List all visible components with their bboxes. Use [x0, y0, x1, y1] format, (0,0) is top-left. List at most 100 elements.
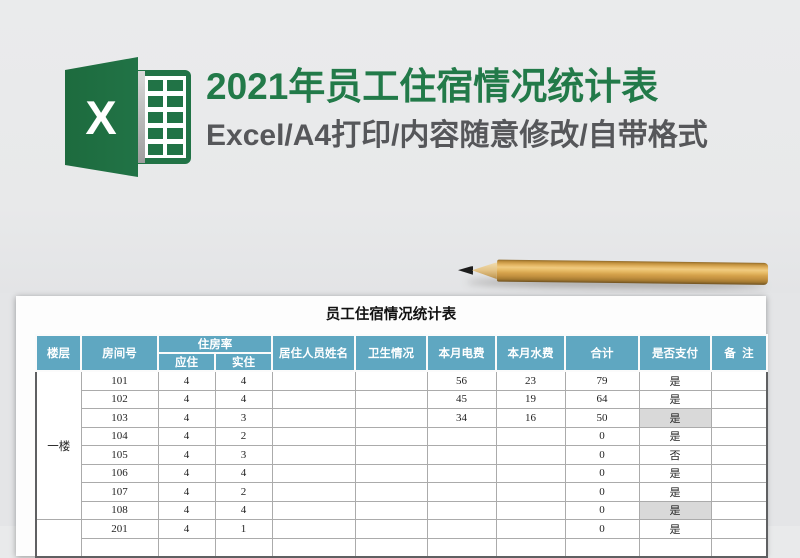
expected-cell: 4	[157, 445, 216, 465]
sanitation-cell	[354, 426, 428, 446]
water-cell	[495, 426, 566, 446]
paid-cell: 否	[638, 445, 712, 465]
actual-cell: 2	[214, 426, 273, 446]
sanitation-cell	[354, 482, 428, 502]
logo-letter: X	[85, 91, 116, 144]
names-cell	[271, 463, 356, 483]
expected-cell: 4	[157, 426, 216, 446]
electricity-cell	[426, 500, 497, 520]
electricity-cell: 34	[426, 408, 497, 428]
sanitation-cell	[354, 445, 428, 465]
remark-cell	[710, 426, 768, 446]
remark-cell	[710, 370, 768, 391]
names-cell	[271, 408, 356, 428]
room-cell: 105	[80, 445, 159, 465]
table-row: 108 4 4 0 是	[36, 500, 768, 520]
sanitation-cell	[354, 519, 428, 539]
col-header-sanitation: 卫生情况	[354, 334, 428, 372]
col-header-floor: 楼层	[35, 334, 82, 372]
water-cell	[495, 445, 566, 465]
col-header-paid: 是否支付	[638, 334, 712, 372]
table-body: 一楼 101 4 4 56 23 79 是 102 4 4 45 19 64 是 103 4 3 34 16 50 是 10…	[35, 370, 768, 558]
water-cell: 23	[495, 370, 566, 391]
names-cell	[271, 389, 356, 409]
sanitation-cell	[354, 500, 428, 520]
table-row: 201 4 1 0 是	[35, 519, 768, 558]
sanitation-cell	[354, 537, 428, 558]
remark-cell	[710, 482, 768, 502]
electricity-cell	[426, 445, 497, 465]
electricity-cell	[426, 482, 497, 502]
electricity-cell	[426, 537, 497, 558]
room-cell: 104	[80, 426, 159, 446]
total-cell: 79	[564, 370, 640, 391]
table-row	[36, 537, 768, 558]
expected-cell: 4	[157, 389, 216, 409]
names-cell	[271, 500, 356, 520]
names-cell	[271, 426, 356, 446]
paid-cell: 是	[638, 408, 712, 428]
room-cell: 108	[80, 500, 159, 520]
water-cell	[495, 482, 566, 502]
remark-cell	[710, 537, 768, 558]
sheet-preview-area: 员工住宿情况统计表 楼层 房间号 住房率 居住人员姓名 卫生情况 本月电费 本月…	[0, 293, 800, 558]
paid-cell: 是	[638, 482, 712, 502]
sanitation-cell	[354, 408, 428, 428]
pencil-tip-icon	[458, 266, 473, 275]
banner-text: 2021年员工住宿情况统计表 Excel/A4打印/内容随意修改/自带格式	[206, 66, 708, 152]
floor-cell: 一楼	[35, 370, 82, 520]
col-header-room: 房间号	[80, 334, 159, 372]
expected-cell: 4	[157, 463, 216, 483]
table-row: 一楼 101 4 4 56 23 79 是	[35, 370, 768, 520]
col-header-actual: 实住	[214, 352, 273, 372]
table-row: 103 4 3 34 16 50 是	[36, 408, 768, 428]
table-row: 105 4 3 0 否	[36, 445, 768, 465]
col-header-occupancy: 住房率	[157, 334, 273, 354]
banner-title: 2021年员工住宿情况统计表	[206, 66, 659, 107]
total-cell: 64	[564, 389, 640, 409]
total-cell: 0	[564, 519, 640, 539]
total-cell	[564, 537, 640, 558]
col-header-water: 本月水费	[495, 334, 566, 372]
excel-logo: X	[64, 56, 192, 178]
paid-cell: 是	[638, 500, 712, 520]
water-cell: 19	[495, 389, 566, 409]
room-cell: 103	[80, 408, 159, 428]
remark-cell	[710, 519, 768, 539]
names-cell	[271, 445, 356, 465]
actual-cell: 4	[214, 389, 273, 409]
spreadsheet-page: 员工住宿情况统计表 楼层 房间号 住房率 居住人员姓名 卫生情况 本月电费 本月…	[16, 296, 768, 558]
actual-cell	[214, 537, 273, 558]
water-cell	[495, 519, 566, 539]
total-cell: 0	[564, 426, 640, 446]
expected-cell: 4	[157, 519, 216, 539]
names-cell	[271, 537, 356, 558]
room-cell: 101	[80, 370, 159, 391]
expected-cell: 4	[157, 482, 216, 502]
total-cell: 0	[564, 482, 640, 502]
names-cell	[271, 519, 356, 539]
actual-cell: 1	[214, 519, 273, 539]
actual-cell: 2	[214, 482, 273, 502]
water-cell	[495, 537, 566, 558]
table-row: 102 4 4 45 19 64 是	[36, 389, 768, 409]
electricity-cell	[426, 463, 497, 483]
electricity-cell: 56	[426, 370, 497, 391]
paid-cell: 是	[638, 389, 712, 409]
promo-banner: X 2021年员工住宿情况统计表 Excel/A4打印/内容随意修改/自带格式	[0, 0, 800, 293]
sheet-title: 员工住宿情况统计表	[325, 307, 457, 323]
actual-cell: 3	[214, 445, 273, 465]
electricity-cell: 45	[426, 389, 497, 409]
sanitation-cell	[354, 389, 428, 409]
actual-cell: 4	[214, 463, 273, 483]
total-cell: 50	[564, 408, 640, 428]
table-row: 106 4 4 0 是	[36, 463, 768, 483]
names-cell	[271, 482, 356, 502]
actual-cell: 4	[214, 500, 273, 520]
accommodation-table: 楼层 房间号 住房率 居住人员姓名 卫生情况 本月电费 本月水费 合计 是否支付…	[35, 334, 768, 558]
total-cell: 0	[564, 500, 640, 520]
water-cell	[495, 500, 566, 520]
room-cell: 102	[80, 389, 159, 409]
remark-cell	[710, 408, 768, 428]
sanitation-cell	[354, 370, 428, 391]
